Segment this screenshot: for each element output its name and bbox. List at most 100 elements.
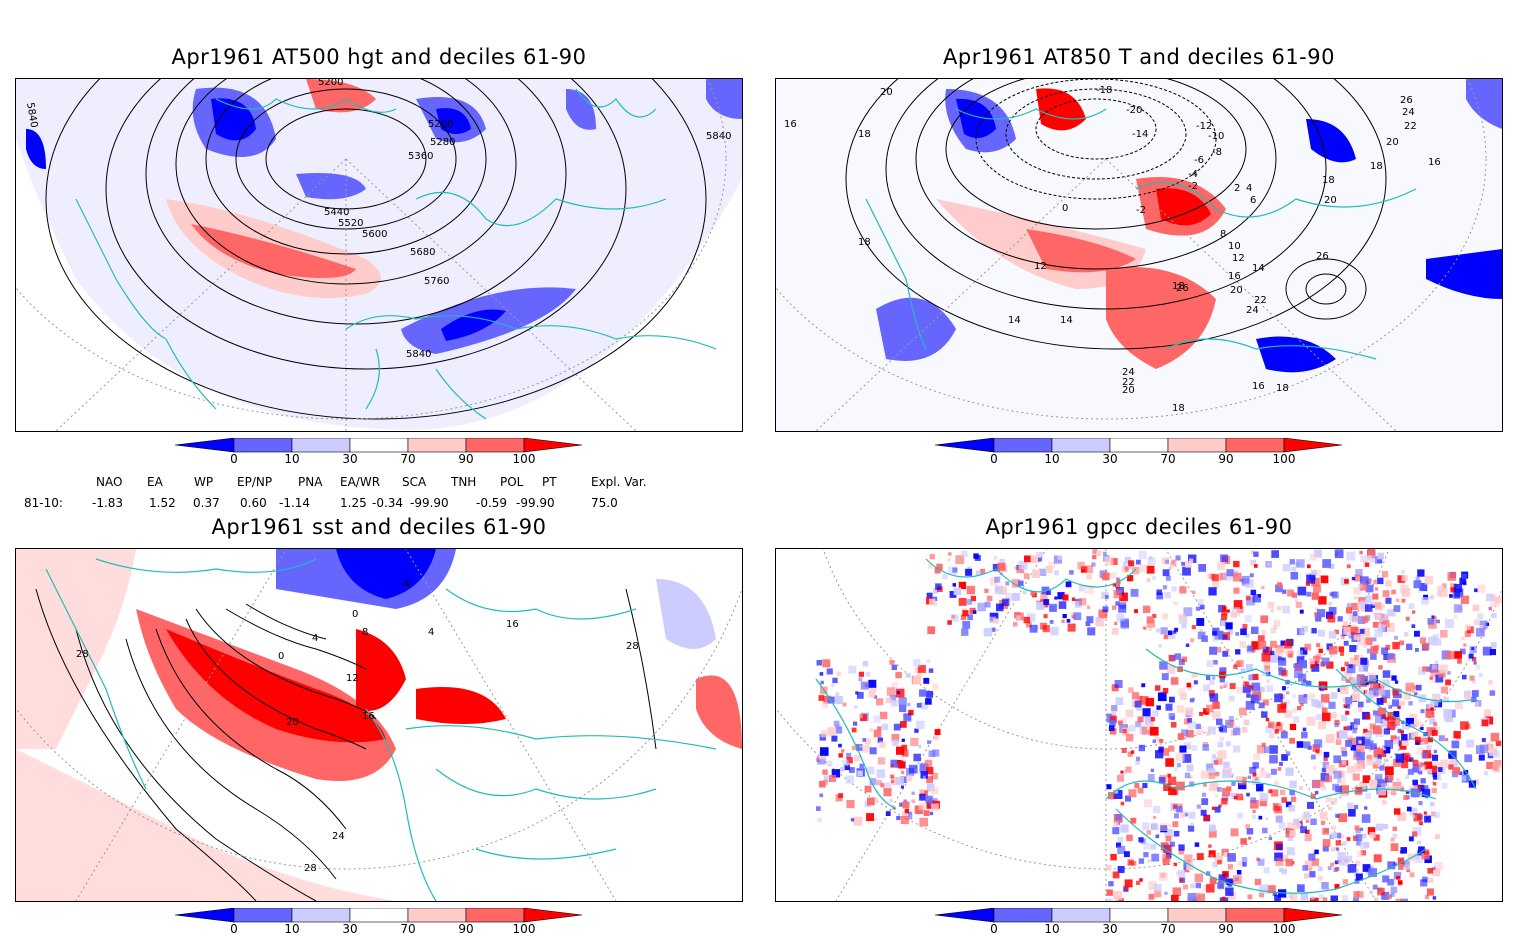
decile-cell: [1378, 688, 1385, 696]
decile-cell: [1086, 616, 1094, 624]
decile-cell: [1266, 679, 1270, 683]
decile-cell: [1400, 862, 1405, 867]
decile-cell: [1493, 750, 1501, 758]
decile-cell: [1366, 759, 1373, 766]
decile-cell: [1177, 870, 1186, 878]
decile-cell: [900, 770, 905, 774]
decile-cell: [1440, 630, 1448, 638]
decile-cell: [1247, 645, 1253, 652]
decile-cell: [1466, 626, 1474, 634]
decile-cell: [1212, 861, 1218, 868]
decile-cell: [1366, 578, 1372, 584]
decile-cell: [1355, 828, 1361, 834]
contour-label: 20: [1386, 137, 1399, 148]
decile-cell: [1146, 830, 1152, 835]
decile-cell: [1184, 741, 1192, 749]
decile-cell: [951, 614, 959, 622]
decile-cell: [1238, 780, 1247, 790]
decile-cell: [1363, 728, 1368, 734]
decile-cell: [1114, 680, 1123, 688]
index-value: 75.0: [591, 496, 618, 510]
colorbar-tick: 30: [1102, 922, 1118, 936]
decile-cell: [1027, 613, 1036, 622]
decile-cell: [1383, 758, 1388, 762]
decile-cell: [1233, 795, 1238, 800]
decile-cell: [1477, 584, 1486, 593]
decile-cell: [1397, 705, 1401, 709]
colorbar-swatch: [1051, 908, 1111, 923]
decile-cell: [1250, 550, 1255, 554]
decile-cell: [1211, 757, 1219, 765]
decile-cell: [1372, 710, 1378, 716]
colorbar-swatch: [349, 908, 409, 923]
decile-cell: [1171, 559, 1177, 565]
decile-cell: [903, 713, 912, 722]
decile-cell: [1316, 643, 1321, 648]
decile-cell: [1393, 739, 1399, 745]
decile-cell: [1228, 892, 1236, 900]
decile-cell: [1272, 891, 1277, 896]
contour-label: 12: [346, 673, 359, 684]
decile-cell: [1251, 776, 1261, 785]
decile-cell: [1268, 732, 1275, 739]
index-row-label: 81-10:: [24, 496, 63, 510]
positive-anomaly-mid-2: [1106, 267, 1216, 369]
decile-cell: [1369, 555, 1378, 563]
colorbar-1: 0 10 30 70 90 100: [175, 438, 595, 468]
decile-cell: [1077, 561, 1085, 570]
decile-cell: [1427, 636, 1437, 646]
decile-cell: [1143, 842, 1151, 850]
decile-cell: [1014, 566, 1018, 570]
decile-cell: [1276, 843, 1283, 851]
decile-cell: [1029, 624, 1038, 633]
decile-cell: [1486, 593, 1494, 602]
decile-cell: [1382, 875, 1390, 883]
decile-cell: [1302, 727, 1307, 732]
decile-cell: [858, 714, 863, 719]
decile-cell: [1265, 817, 1269, 821]
decile-cell: [1172, 804, 1178, 809]
decile-cell: [1313, 739, 1323, 748]
decile-cell: [1417, 840, 1421, 845]
decile-cell: [1218, 874, 1227, 883]
colorbar-4: 0 10 30 70 90 100: [935, 908, 1355, 938]
decile-cell: [1203, 684, 1211, 692]
decile-cell: [1419, 739, 1423, 744]
colorbar-swatch: [993, 438, 1053, 453]
decile-cell: [1453, 615, 1458, 619]
decile-cell: [1343, 704, 1348, 708]
decile-cell: [1437, 591, 1442, 597]
decile-cell: [1186, 682, 1192, 688]
decile-cell: [1250, 694, 1260, 704]
decile-cell: [1411, 767, 1417, 773]
decile-cell: [1453, 584, 1463, 593]
decile-cell: [831, 735, 838, 742]
decile-cell: [881, 723, 889, 731]
decile-cell: [1392, 833, 1398, 839]
contour-label: 10: [1228, 241, 1241, 252]
negative-anomaly-northeast: [566, 89, 596, 130]
decile-cell: [1465, 624, 1471, 630]
decile-cell: [1163, 845, 1172, 854]
decile-cell: [885, 811, 891, 816]
decile-cell: [1128, 724, 1136, 732]
decile-cell: [1085, 585, 1094, 594]
decile-cell: [1321, 785, 1327, 791]
decile-cell: [1184, 718, 1191, 725]
decile-cell: [1252, 673, 1259, 680]
colorbar-tick: 10: [284, 922, 300, 936]
decile-cell: [1300, 826, 1307, 834]
decile-cell: [1112, 583, 1116, 587]
decile-cell: [1352, 897, 1359, 901]
decile-cell: [869, 747, 877, 755]
decile-cell: [1399, 640, 1405, 646]
colorbar-3: 0 10 30 70 90 100: [175, 908, 595, 938]
decile-cell: [1357, 701, 1364, 708]
decile-cell: [1490, 732, 1500, 742]
decile-cell: [1413, 813, 1422, 822]
decile-cell: [1489, 690, 1496, 696]
decile-cell: [1465, 723, 1471, 729]
decile-cell: [1182, 884, 1188, 890]
decile-cell: [1386, 721, 1396, 731]
decile-cell: [851, 745, 857, 750]
